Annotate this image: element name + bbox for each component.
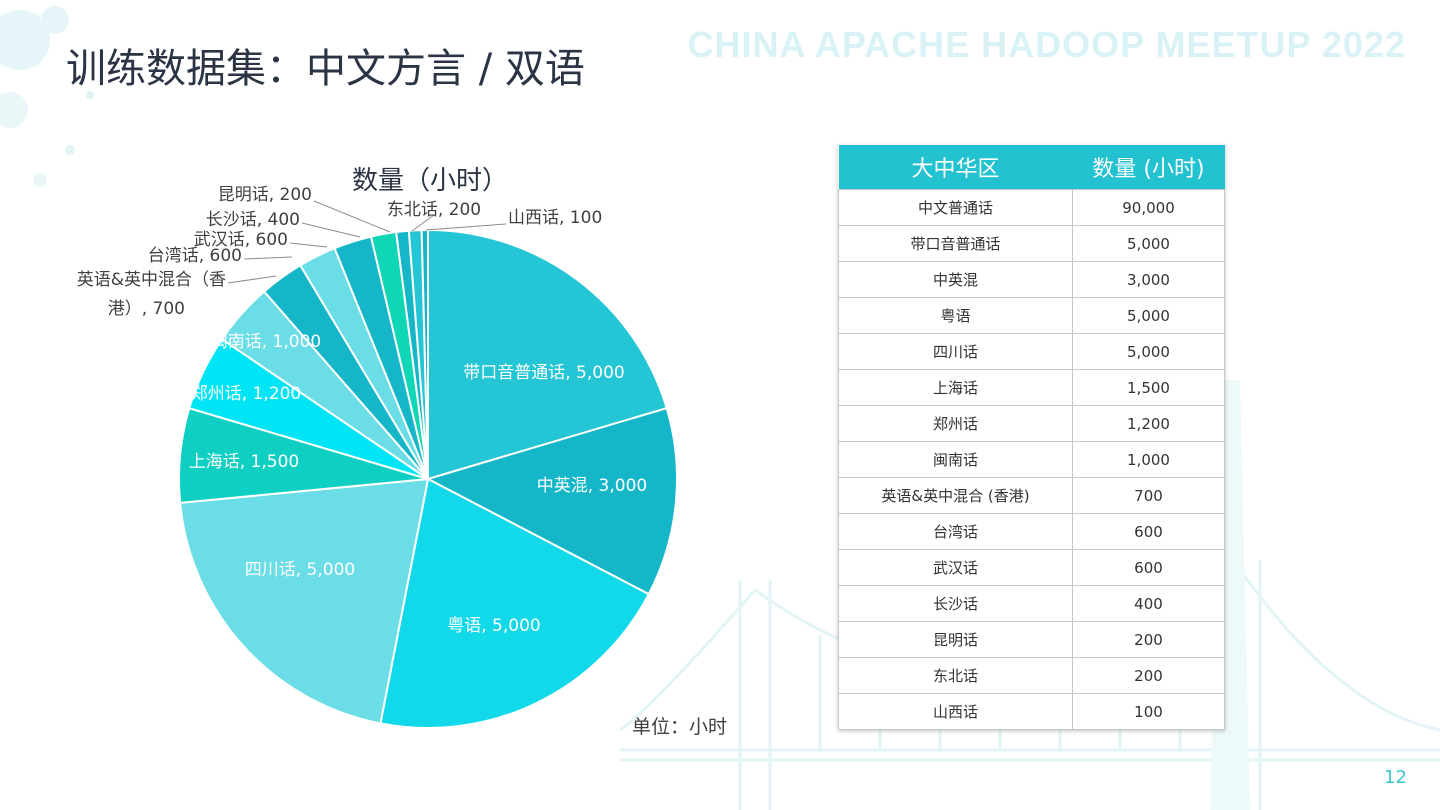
table-cell-region: 闽南话 — [838, 441, 1073, 478]
leader-line — [301, 222, 361, 238]
table-row: 长沙话 400 — [838, 585, 1225, 622]
slice-data-label: 昆明话, 200 — [218, 185, 312, 205]
slice-data-label: 台湾话, 600 — [148, 246, 242, 266]
table-cell-region: 东北话 — [838, 657, 1073, 694]
table-row: 台湾话 600 — [838, 513, 1225, 550]
table-cell-hours: 600 — [1072, 549, 1225, 586]
table-cell-hours: 1,200 — [1072, 405, 1225, 442]
table-row: 山西话 100 — [838, 693, 1225, 730]
pie-slice — [379, 477, 651, 729]
table-cell-hours: 3,000 — [1072, 261, 1225, 298]
pie-slice — [179, 477, 430, 725]
page-number: 12 — [1384, 767, 1407, 788]
table-cell-hours: 100 — [1072, 693, 1225, 730]
table-header-row: 大中华区 数量 (小时) — [838, 145, 1225, 190]
slice-data-label: 武汉话, 600 — [194, 230, 288, 250]
leader-line — [243, 256, 293, 260]
table-row: 粤语 5,000 — [838, 297, 1225, 334]
table-cell-region: 山西话 — [838, 693, 1073, 730]
slice-data-label: 长沙话, 400 — [206, 210, 300, 230]
table-cell-region: 粤语 — [838, 297, 1073, 334]
table-cell-region: 郑州话 — [838, 405, 1073, 442]
table-row: 英语&英中混合 (香港) 700 — [838, 477, 1225, 514]
page-title: 训练数据集：中文方言 / 双语 — [66, 46, 585, 92]
slice-data-label: 山西话, 100 — [508, 208, 602, 228]
table-row: 上海话 1,500 — [838, 369, 1225, 406]
table-cell-region: 上海话 — [838, 369, 1073, 406]
table-cell-region: 带口音普通话 — [838, 225, 1073, 262]
leader-line — [313, 200, 391, 233]
slice-data-label: 带口音普通话, 5,000 — [463, 363, 624, 383]
table-cell-hours: 90,000 — [1072, 189, 1225, 226]
leader-line — [425, 223, 507, 231]
pie-slice — [425, 406, 678, 596]
table-cell-hours: 5,000 — [1072, 225, 1225, 262]
table-cell-hours: 5,000 — [1072, 333, 1225, 370]
table-cell-region: 英语&英中混合 (香港) — [838, 477, 1073, 514]
table-cell-hours: 400 — [1072, 585, 1225, 622]
table-header-region: 大中华区 — [838, 145, 1073, 190]
leader-line — [411, 214, 435, 232]
table-row: 东北话 200 — [838, 657, 1225, 694]
slice-data-label: 四川话, 5,000 — [245, 560, 355, 580]
table-cell-hours: 700 — [1072, 477, 1225, 514]
table-cell-hours: 5,000 — [1072, 297, 1225, 334]
slice-data-label: 闽南话, 1,000 — [211, 332, 321, 352]
slice-data-label: 粤语, 5,000 — [447, 616, 540, 636]
table-row: 中英混 3,000 — [838, 261, 1225, 298]
table-cell-hours: 1,500 — [1072, 369, 1225, 406]
table-cell-hours: 600 — [1072, 513, 1225, 550]
slice-data-label: 上海话, 1,500 — [189, 452, 299, 472]
slice-data-label: 郑州话, 1,200 — [191, 384, 301, 404]
table-row: 中文普通话 90,000 — [838, 189, 1225, 226]
table-cell-hours: 1,000 — [1072, 441, 1225, 478]
table-cell-region: 昆明话 — [838, 621, 1073, 658]
table-row: 武汉话 600 — [838, 549, 1225, 586]
chart-title: 数量（小时） — [352, 166, 509, 196]
table-header-hours: 数量 (小时) — [1072, 145, 1225, 190]
table-cell-region: 台湾话 — [838, 513, 1073, 550]
watermark-title: CHINA APACHE HADOOP MEETUP 2022 — [687, 24, 1406, 65]
table-cell-region: 中英混 — [838, 261, 1073, 298]
table-row: 昆明话 200 — [838, 621, 1225, 658]
leader-line — [227, 275, 277, 284]
slice-data-label: 中英混, 3,000 — [537, 476, 647, 496]
pie-slice — [427, 228, 668, 481]
table-row: 闽南话 1,000 — [838, 441, 1225, 478]
table-cell-hours: 200 — [1072, 621, 1225, 658]
table-cell-region: 四川话 — [838, 333, 1073, 370]
slice-data-label: 东北话, 200 — [387, 200, 481, 220]
table-row: 四川话 5,000 — [838, 333, 1225, 370]
table-cell-hours: 200 — [1072, 657, 1225, 694]
table-cell-region: 武汉话 — [838, 549, 1073, 586]
table-row: 郑州话 1,200 — [838, 405, 1225, 442]
leader-line — [289, 242, 328, 248]
pie-chart: 带口音普通话, 5,000 中英混, 3,000 粤语, 5,000 四川话, 5,0… — [77, 185, 678, 729]
table-cell-region: 中文普通话 — [838, 189, 1073, 226]
slice-data-label: 英语&英中混合（香港）, 700 — [77, 270, 226, 319]
unit-note: 单位：小时 — [632, 716, 728, 738]
table-cell-region: 长沙话 — [838, 585, 1073, 622]
data-table: 大中华区 数量 (小时) 中文普通话 90,000 带口音普通话 5,000 中英混 3,… — [838, 145, 1225, 730]
decorative-ink-splash — [0, 6, 94, 187]
table-row: 带口音普通话 5,000 — [838, 225, 1225, 262]
